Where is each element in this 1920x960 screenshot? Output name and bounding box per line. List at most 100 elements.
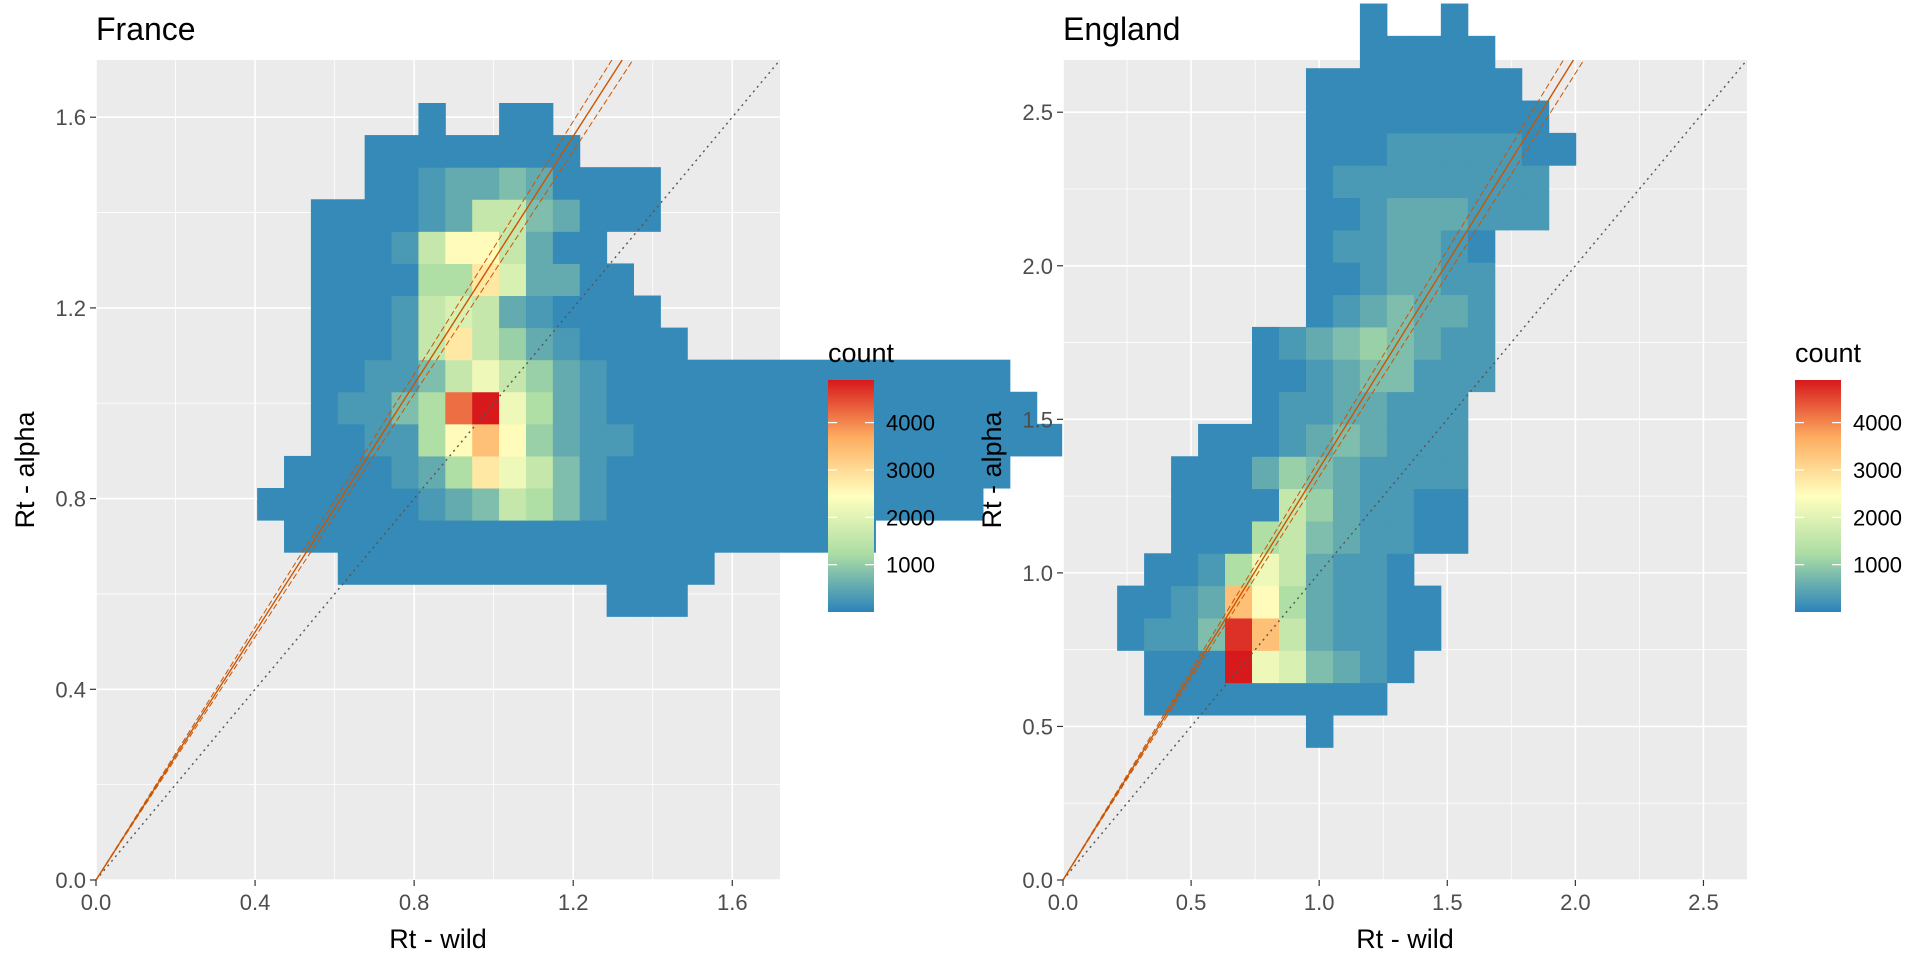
fit-ci-line <box>95 59 634 881</box>
heatmap-bin <box>1467 197 1496 231</box>
heatmap-bin <box>1305 650 1334 684</box>
heatmap-bin <box>391 488 419 521</box>
legend-title: count <box>1795 338 1862 368</box>
heatmap-bin <box>1332 229 1361 263</box>
heatmap-bin <box>579 295 608 329</box>
heatmap-bin <box>472 327 500 361</box>
heatmap-bin <box>337 359 366 393</box>
heatmap-bin <box>418 103 446 136</box>
heatmap-bin <box>1467 262 1496 296</box>
colorbar-tick-label: 2000 <box>1853 505 1902 530</box>
heatmap-bin <box>1386 100 1415 134</box>
heatmap-bin <box>660 327 688 361</box>
heatmap-bin <box>633 423 661 457</box>
heatmap-bin <box>606 520 634 553</box>
heatmap-bin <box>1359 456 1388 490</box>
heatmap-bin <box>1225 423 1253 457</box>
heatmap-bin <box>579 199 608 232</box>
heatmap-bin <box>1332 294 1361 328</box>
heatmap-bin <box>1359 585 1388 619</box>
heatmap-bin <box>687 359 715 393</box>
heatmap-bin <box>1440 3 1469 37</box>
heatmap-bin <box>1305 326 1334 360</box>
x-tick-label: 1.6 <box>717 890 748 915</box>
heatmap-bin <box>606 199 634 232</box>
heatmap-bin <box>499 103 527 136</box>
y-tick-label: 2.5 <box>1022 100 1053 125</box>
heatmap-bin <box>337 263 366 297</box>
heatmap-bin <box>741 488 769 521</box>
heatmap-bin <box>499 295 527 329</box>
heatmap-bin <box>902 359 930 393</box>
heatmap-bin <box>606 488 634 521</box>
x-tick-label: 2.0 <box>1560 890 1591 915</box>
heatmap-bin <box>284 488 312 521</box>
heatmap-bin <box>257 488 285 521</box>
heatmap-bin <box>1440 359 1469 393</box>
heatmap-bin <box>929 488 957 521</box>
heatmap-bin <box>1494 68 1523 102</box>
heatmap-bin <box>391 391 419 425</box>
heatmap-bin <box>741 455 769 489</box>
y-tick-label: 1.2 <box>55 296 86 321</box>
heatmap-bin <box>1467 68 1496 102</box>
heatmap-bin <box>552 552 581 585</box>
heatmap-bin <box>499 359 527 393</box>
heatmap-bin <box>1332 326 1361 360</box>
heatmap-bin <box>1359 553 1388 587</box>
heatmap-bin <box>525 520 554 553</box>
y-tick-label: 1.0 <box>1022 561 1053 586</box>
heatmap-bin <box>1117 585 1145 619</box>
heatmap-bin <box>956 423 984 457</box>
heatmap-bin <box>445 455 473 489</box>
heatmap-bin <box>1332 553 1361 587</box>
heatmap-bin <box>445 520 473 553</box>
y-tick-label: 0.0 <box>1022 868 1053 893</box>
identity-line <box>1062 59 1748 881</box>
heatmap-bin <box>1413 229 1442 263</box>
heatmap-bin <box>310 231 339 264</box>
heatmap-bin <box>660 520 688 553</box>
heatmap-bin <box>364 263 393 297</box>
heatmap-bin <box>1332 391 1361 425</box>
heatmap-bin <box>1440 294 1469 328</box>
heatmap-bin <box>525 327 554 361</box>
colorbar <box>828 380 874 612</box>
heatmap-bin <box>337 231 366 264</box>
heatmap-bin <box>1225 650 1253 684</box>
heatmap-bin <box>310 423 339 457</box>
legend-france: count 1000 2000 3000 4000 <box>828 338 935 612</box>
heatmap-bin <box>1305 229 1334 263</box>
heatmap-bin <box>794 520 823 553</box>
heatmap-bin <box>1117 617 1145 651</box>
heatmap-bin <box>1198 617 1226 651</box>
heatmap-bin <box>418 391 446 425</box>
heatmap-bin <box>391 135 419 168</box>
heatmap-bin <box>525 455 554 489</box>
heatmap-bin <box>445 167 473 200</box>
heatmap-bin <box>391 199 419 232</box>
x-tick-label: 1.0 <box>1304 890 1335 915</box>
heatmap-bin <box>1305 423 1334 457</box>
heatmap-bin <box>767 391 796 425</box>
heatmap-bin <box>1440 520 1469 554</box>
heatmap-bin <box>337 423 366 457</box>
heatmap-bin <box>1305 359 1334 393</box>
heatmap-bin <box>499 391 527 425</box>
heatmap-bin <box>714 359 742 393</box>
heatmap-bin <box>875 488 903 521</box>
heatmap-bin <box>1413 391 1442 425</box>
heatmap-bin <box>579 263 608 297</box>
heatmap-bin <box>902 488 930 521</box>
heatmap-bin <box>525 167 554 200</box>
colorbar-tick-label: 2000 <box>886 505 935 530</box>
heatmap-bin <box>1386 197 1415 231</box>
heatmap-bin <box>337 327 366 361</box>
chart-title: France <box>96 11 196 47</box>
heatmap-bin <box>1305 520 1334 554</box>
heatmap-bin <box>1278 682 1307 716</box>
heatmap-bin <box>902 423 930 457</box>
heatmap-bin <box>633 359 661 393</box>
heatmap-bin <box>525 263 554 297</box>
chart-panel-england: 0.0 0.5 1.0 1.5 2.0 2.5 0.0 0.5 1.0 1.5 2.0 2.5 Engl… <box>977 3 1748 954</box>
